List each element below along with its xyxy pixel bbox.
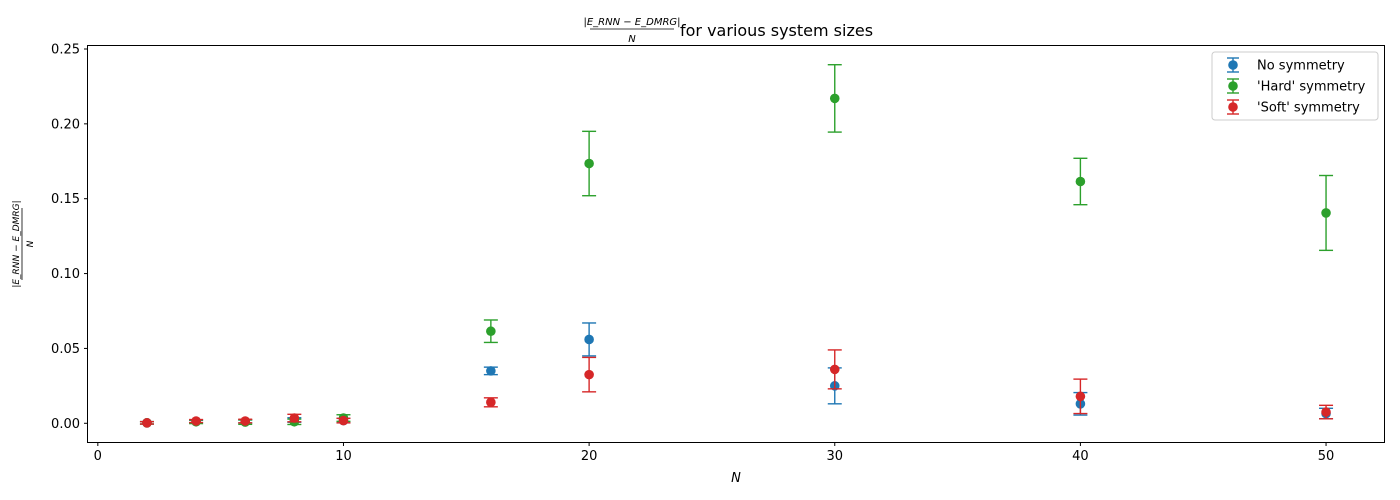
data-point	[486, 397, 496, 408]
series-2	[139, 349, 1334, 428]
x-tick-label: 0	[94, 449, 102, 464]
title-denominator: N	[628, 34, 636, 45]
legend-item-2: 'Soft' symmetry	[1227, 99, 1360, 116]
chart-title: |E_RNN − E_DMRG| N for various system si…	[583, 17, 873, 45]
data-point	[338, 415, 349, 426]
x-tick-label: 10	[335, 449, 352, 464]
data-point	[486, 326, 496, 337]
ticks-layer: 0 10 20 30 40 50 0.00 0.05 0.10 0.15 0.20 0.25	[51, 42, 1334, 464]
legend-item-1: 'Hard' symmetry	[1227, 78, 1366, 95]
data-point	[191, 416, 201, 426]
data-point	[1075, 391, 1086, 402]
data-point	[486, 366, 496, 376]
plot-frame	[87, 45, 1385, 443]
legend-marker	[1228, 81, 1238, 91]
data-point	[584, 369, 594, 380]
legend-box	[1211, 51, 1379, 121]
data-point	[142, 418, 152, 428]
legend-marker	[1228, 102, 1238, 112]
data-point	[240, 416, 251, 426]
legend: No symmetry 'Hard' symmetry 'Soft' symmetr…	[1211, 51, 1379, 121]
x-tick-label: 20	[581, 449, 598, 464]
y-tick-label: 0.15	[51, 192, 80, 207]
x-tick-label: 40	[1072, 449, 1089, 464]
y-tick-label: 0.20	[51, 117, 80, 132]
legend-label: No symmetry	[1257, 59, 1345, 74]
legend-items: No symmetry 'Hard' symmetry 'Soft' symmetr…	[1227, 57, 1366, 116]
data-point	[584, 158, 594, 169]
y-tick-label: 0.25	[51, 42, 80, 57]
y-tick-label: 0.00	[51, 417, 80, 432]
data-point	[1321, 208, 1331, 218]
data-layer	[139, 64, 1334, 428]
title-suffix: for various system sizes	[680, 21, 873, 40]
data-point	[1075, 176, 1086, 187]
legend-label: 'Hard' symmetry	[1257, 80, 1366, 95]
ylabel-denominator: N	[26, 240, 36, 247]
ylabel-numerator: |E_RNN − E_DMRG|	[12, 200, 22, 287]
data-point	[1321, 407, 1331, 417]
data-point	[829, 93, 840, 104]
title-numerator: |E_RNN − E_DMRG|	[583, 17, 680, 28]
x-tick-label: 50	[1318, 449, 1335, 464]
data-point	[829, 364, 840, 375]
legend-marker	[1228, 60, 1238, 70]
x-axis-label: N	[731, 471, 741, 486]
y-axis-label: |E_RNN − E_DMRG| N	[12, 200, 36, 287]
y-tick-label: 0.10	[51, 267, 80, 282]
legend-item-0: No symmetry	[1227, 57, 1345, 74]
x-tick-label: 30	[826, 449, 843, 464]
data-point	[584, 334, 594, 345]
y-tick-label: 0.05	[51, 342, 80, 357]
data-point	[289, 413, 300, 423]
legend-label: 'Soft' symmetry	[1257, 101, 1360, 116]
